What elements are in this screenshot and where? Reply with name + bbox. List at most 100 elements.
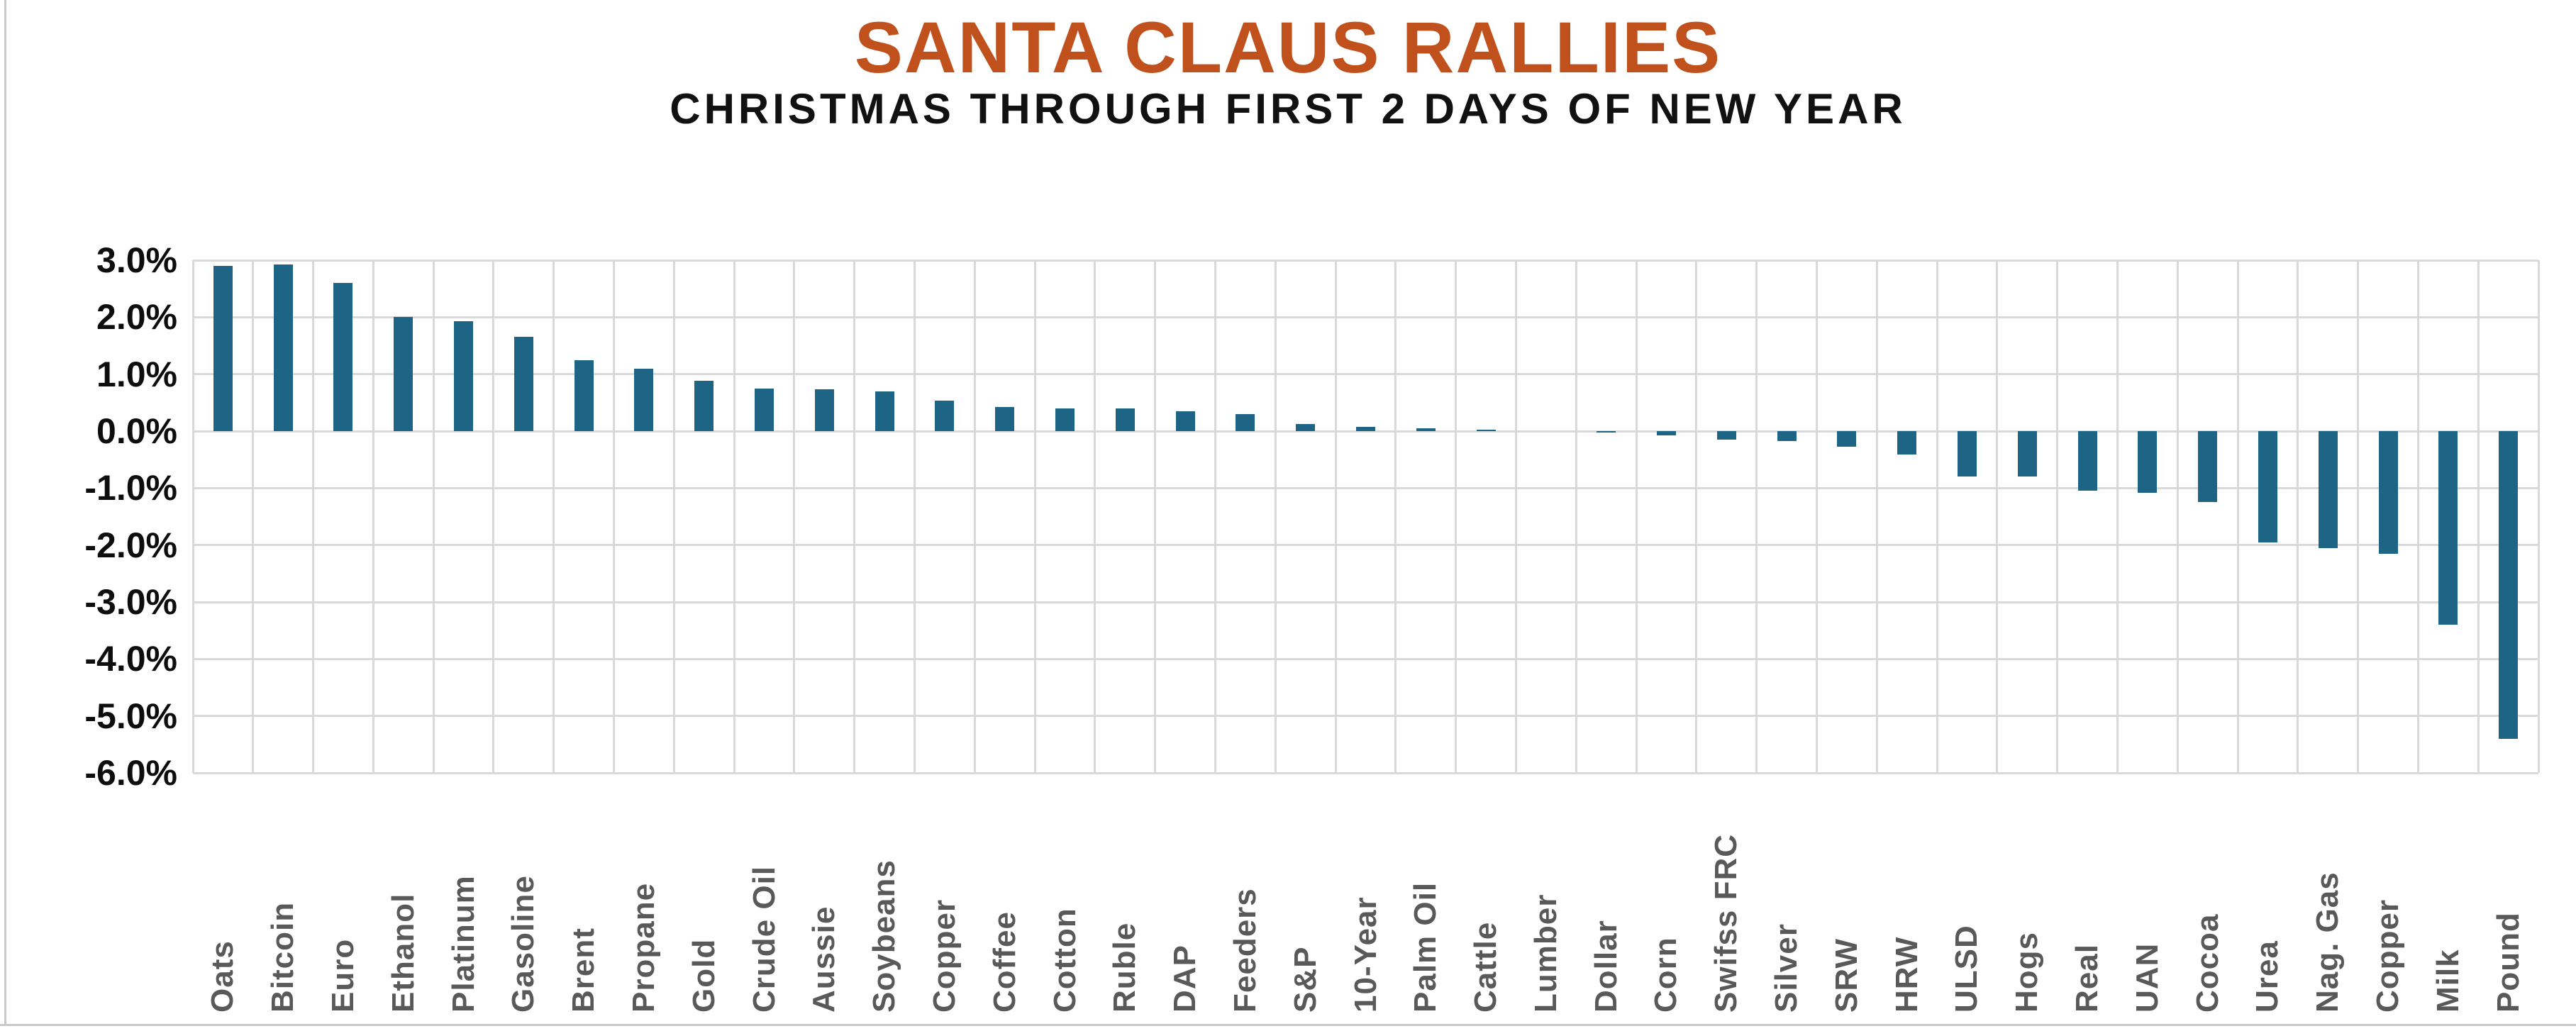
x-axis-category-label: Pound xyxy=(2490,912,2526,1013)
x-axis-category-label: Ruble xyxy=(1107,922,1143,1013)
vertical-gridline xyxy=(1514,260,1517,773)
bar-ulsd xyxy=(1957,431,1977,477)
bar-palm-oil xyxy=(1416,428,1436,431)
bar-corn xyxy=(1656,431,1676,435)
vertical-gridline xyxy=(2176,260,2179,773)
vertical-gridline xyxy=(1274,260,1277,773)
bar-10-year xyxy=(1356,426,1375,431)
bar-copper xyxy=(2378,431,2398,554)
bar-swifss-frc xyxy=(1716,431,1736,440)
bar-platinum xyxy=(454,321,474,431)
bar-milk xyxy=(2438,431,2458,625)
vertical-gridline xyxy=(2116,260,2119,773)
x-axis-category-label: DAP xyxy=(1167,944,1203,1013)
vertical-gridline xyxy=(793,260,796,773)
vertical-gridline xyxy=(2537,260,2540,773)
vertical-gridline xyxy=(1334,260,1337,773)
bar-copper xyxy=(935,401,955,431)
horizontal-gridline xyxy=(193,771,2538,774)
y-axis-tick-label: 1.0% xyxy=(96,354,177,394)
bar-hogs xyxy=(2017,431,2037,477)
x-axis-category-label: Copper xyxy=(926,899,962,1013)
bar-aussie xyxy=(814,389,834,431)
bar-propane xyxy=(634,368,654,431)
x-axis-category-label: Gasoline xyxy=(506,875,541,1013)
x-axis-category-label: Soybeans xyxy=(867,859,902,1013)
vertical-gridline xyxy=(914,260,916,773)
y-axis-tick-label: 2.0% xyxy=(96,297,177,338)
vertical-gridline xyxy=(1755,260,1758,773)
x-axis-category-label: UAN xyxy=(2129,942,2165,1013)
bar-silver xyxy=(1777,431,1797,441)
horizontal-gridline xyxy=(193,259,2538,262)
bar-pound xyxy=(2499,431,2519,739)
x-axis-category-label: Aussie xyxy=(806,905,842,1013)
vertical-gridline xyxy=(1635,260,1638,773)
x-axis-category-label: 10-Year xyxy=(1348,896,1383,1013)
bar-euro xyxy=(333,283,353,431)
x-axis-category-label: Hogs xyxy=(2009,932,2045,1013)
y-axis-tick-label: -1.0% xyxy=(84,468,177,508)
x-axis-category-label: Real xyxy=(2070,944,2105,1013)
x-axis-category-label: Dollar xyxy=(1588,920,1623,1013)
x-axis-category-label: Feeders xyxy=(1227,888,1262,1013)
plot-area xyxy=(193,260,2538,773)
vertical-gridline xyxy=(1154,260,1157,773)
bar-real xyxy=(2077,431,2097,491)
x-axis-category-label: Euro xyxy=(325,938,360,1013)
vertical-gridline xyxy=(1455,260,1458,773)
vertical-gridline xyxy=(312,260,315,773)
x-axis-category-label: Gold xyxy=(686,938,721,1013)
vertical-gridline xyxy=(973,260,976,773)
vertical-gridline xyxy=(553,260,555,773)
vertical-gridline xyxy=(1033,260,1036,773)
x-axis-category-label: Cocoa xyxy=(2189,913,2225,1013)
vertical-gridline xyxy=(1575,260,1577,773)
bar-bitcoin xyxy=(273,264,293,431)
x-axis-category-label: Cattle xyxy=(1468,921,1504,1013)
vertical-gridline xyxy=(853,260,856,773)
horizontal-gridline xyxy=(193,430,2538,433)
x-axis-category-label: Swifss FRC xyxy=(1709,833,1744,1013)
y-axis-tick-label: -3.0% xyxy=(84,582,177,622)
vertical-gridline xyxy=(2297,260,2299,773)
x-axis-category-label: Palm Oil xyxy=(1408,881,1443,1013)
vertical-gridline xyxy=(432,260,435,773)
bar-ethanol xyxy=(394,317,413,431)
x-axis-category-label: ULSD xyxy=(1949,925,1984,1013)
vertical-gridline xyxy=(252,260,255,773)
y-axis-tick-label: 3.0% xyxy=(96,240,177,280)
bar-s-p xyxy=(1296,423,1316,431)
bar-feeders xyxy=(1236,413,1255,431)
bar-uan xyxy=(2138,431,2158,493)
x-axis-category-label: Silver xyxy=(1769,923,1804,1013)
x-axis-category-label: Coffee xyxy=(987,911,1022,1013)
bar-srw xyxy=(1837,431,1857,447)
screenshot-left-border xyxy=(4,0,6,1026)
bar-soybeans xyxy=(875,391,894,431)
x-axis-category-label: Milk xyxy=(2430,949,2465,1013)
x-axis-category-label: Propane xyxy=(626,882,661,1013)
vertical-gridline xyxy=(1996,260,1999,773)
x-axis-category-label: Corn xyxy=(1648,937,1684,1013)
x-axis-category-label: Copper xyxy=(2370,899,2405,1013)
x-axis-category-label: S&P xyxy=(1287,946,1323,1013)
x-axis-category-label: Lumber xyxy=(1528,893,1563,1013)
x-axis-category-label: Platinum xyxy=(445,875,481,1013)
vertical-gridline xyxy=(1214,260,1216,773)
screenshot-bottom-border xyxy=(0,1024,2576,1026)
vertical-gridline xyxy=(1815,260,1818,773)
horizontal-gridline xyxy=(193,373,2538,376)
x-axis-category-label: Ethanol xyxy=(385,893,421,1013)
vertical-gridline xyxy=(2357,260,2360,773)
bar-dollar xyxy=(1597,431,1616,433)
bar-oats xyxy=(213,266,233,431)
y-axis-tick-label: 0.0% xyxy=(96,411,177,451)
bar-gold xyxy=(694,381,714,431)
bar-cocoa xyxy=(2198,431,2218,503)
vertical-gridline xyxy=(2236,260,2239,773)
vertical-gridline xyxy=(1695,260,1698,773)
horizontal-gridline xyxy=(193,601,2538,603)
x-axis-category-label: Bitcoin xyxy=(265,901,301,1013)
